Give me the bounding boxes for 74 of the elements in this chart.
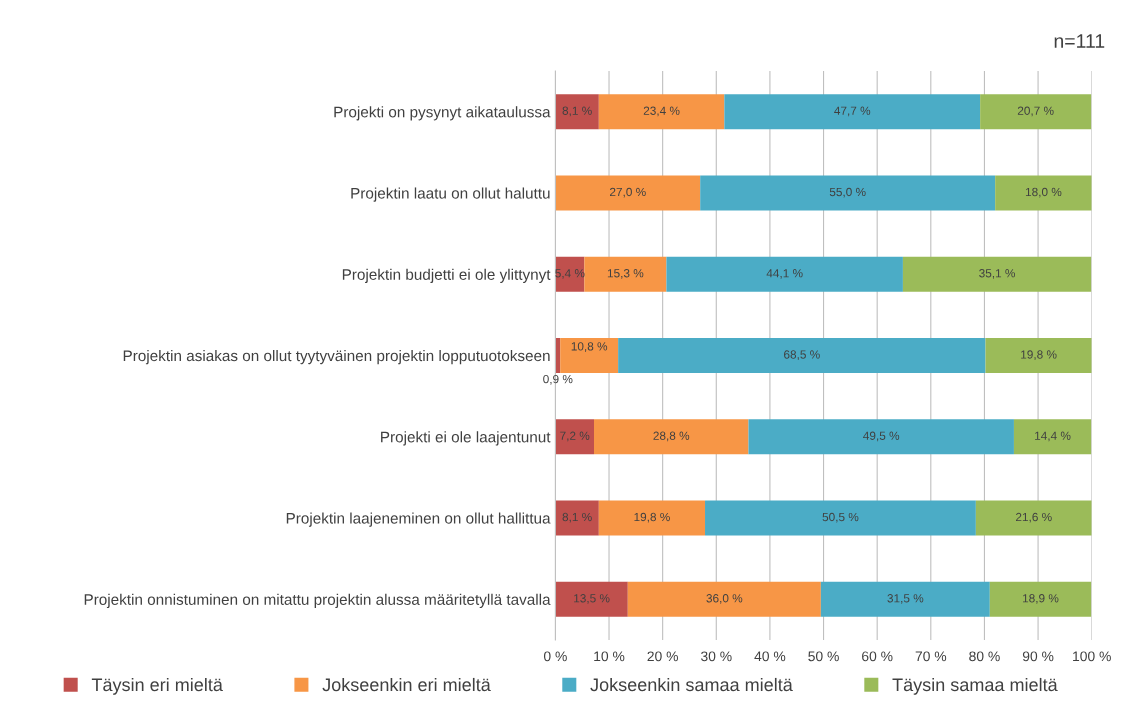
data-label: 44,1 % — [766, 269, 803, 279]
data-label: 36,0 % — [706, 594, 743, 604]
bar — [902, 256, 1092, 292]
bar — [1013, 419, 1092, 455]
data-label: 15,3 % — [607, 269, 644, 279]
bar — [705, 500, 976, 536]
legend-label: Täysin eri mieltä — [91, 677, 223, 695]
x-tick-label: 10 % — [594, 651, 625, 662]
x-tick-label: 50 % — [808, 651, 839, 662]
x-tick-label: 80 % — [969, 651, 1000, 662]
bar — [618, 338, 986, 373]
x-tick-label: 30 % — [700, 651, 732, 662]
data-label: 19,8 % — [1021, 350, 1057, 361]
data-label: 20,7 % — [1017, 106, 1054, 117]
y-tick-label: Projektin asiakas on ollut tyytyväinen projektin lopputuotokseen — [123, 349, 550, 365]
data-label: 8,1 % — [562, 106, 592, 117]
text: n=111 — [1054, 34, 1105, 48]
legend-label: Jokseenkin samaa mieltä — [590, 677, 793, 692]
bar — [995, 175, 1092, 211]
data-label: 18,9 % — [1023, 594, 1059, 604]
bar — [980, 94, 1092, 130]
y-tick-label: Projektin laajeneminen on ollut hallittua — [286, 512, 551, 527]
x-tick-label: 20 % — [647, 651, 678, 662]
data-label: 35,1 % — [979, 269, 1015, 279]
bar — [989, 581, 1092, 617]
bar — [700, 175, 996, 211]
data-label: 14,4 % — [1035, 431, 1071, 442]
bar — [627, 581, 821, 617]
bar — [666, 256, 903, 292]
data-label: 27,0 % — [610, 187, 646, 198]
x-tick-label: 0 % — [543, 651, 567, 662]
bar — [560, 338, 619, 373]
x-tick-label: 90 % — [1022, 651, 1054, 662]
x-tick-label: 60 % — [862, 651, 893, 662]
bar — [594, 419, 749, 455]
data-label: 0,9 % — [543, 374, 573, 385]
data-label: 13,5 % — [574, 594, 610, 604]
bar — [555, 175, 701, 211]
data-label: 18,0 % — [1025, 187, 1062, 198]
data-label: 31,5 % — [887, 594, 924, 604]
data-label: 68,5 % — [784, 350, 820, 361]
x-tick-label: 40 % — [754, 651, 786, 662]
bar — [555, 419, 594, 455]
data-label: 55,0 % — [829, 187, 866, 198]
y-tick-label: Projekti ei ole laajentunut — [381, 431, 551, 446]
bar — [555, 500, 599, 536]
y-tick-label: Projekti on pysynyt aikataulussa — [334, 106, 551, 121]
bar — [555, 94, 599, 130]
bar — [985, 338, 1092, 373]
bar — [975, 500, 1092, 536]
legend-label: Täysin samaa mieltä — [892, 677, 1058, 695]
bar — [820, 581, 990, 617]
data-label: 7,2 % — [560, 431, 590, 442]
data-label: 21,6 % — [1016, 512, 1052, 523]
bar — [598, 500, 706, 536]
data-label: 28,8 % — [653, 431, 690, 442]
bar — [598, 94, 725, 130]
bar — [584, 256, 667, 292]
data-label: 23,4 % — [643, 106, 680, 117]
data-label: 8,1 % — [562, 512, 592, 523]
data-label: 19,8 % — [634, 512, 670, 523]
data-label: 49,5 % — [863, 431, 900, 442]
y-tick-label: Projektin onnistuminen on mitattu projektin alussa määritetyllä tavalla — [84, 593, 551, 608]
x-tick-label: 70 % — [915, 651, 947, 662]
y-tick-label: Projektin laatu on ollut haluttu — [351, 187, 550, 202]
data-label: 47,7 % — [834, 106, 871, 117]
legend-label: Jokseenkin eri mieltä — [322, 677, 491, 692]
bar — [555, 581, 628, 617]
bar — [724, 94, 981, 130]
data-label: 50,5 % — [822, 512, 859, 523]
x-tick-label: 100 % — [1073, 651, 1111, 662]
y-tick-label: Projektin budjetti ei ole ylittynyt — [342, 268, 551, 283]
bar — [748, 419, 1014, 455]
data-label: 10,8 % — [571, 342, 608, 352]
